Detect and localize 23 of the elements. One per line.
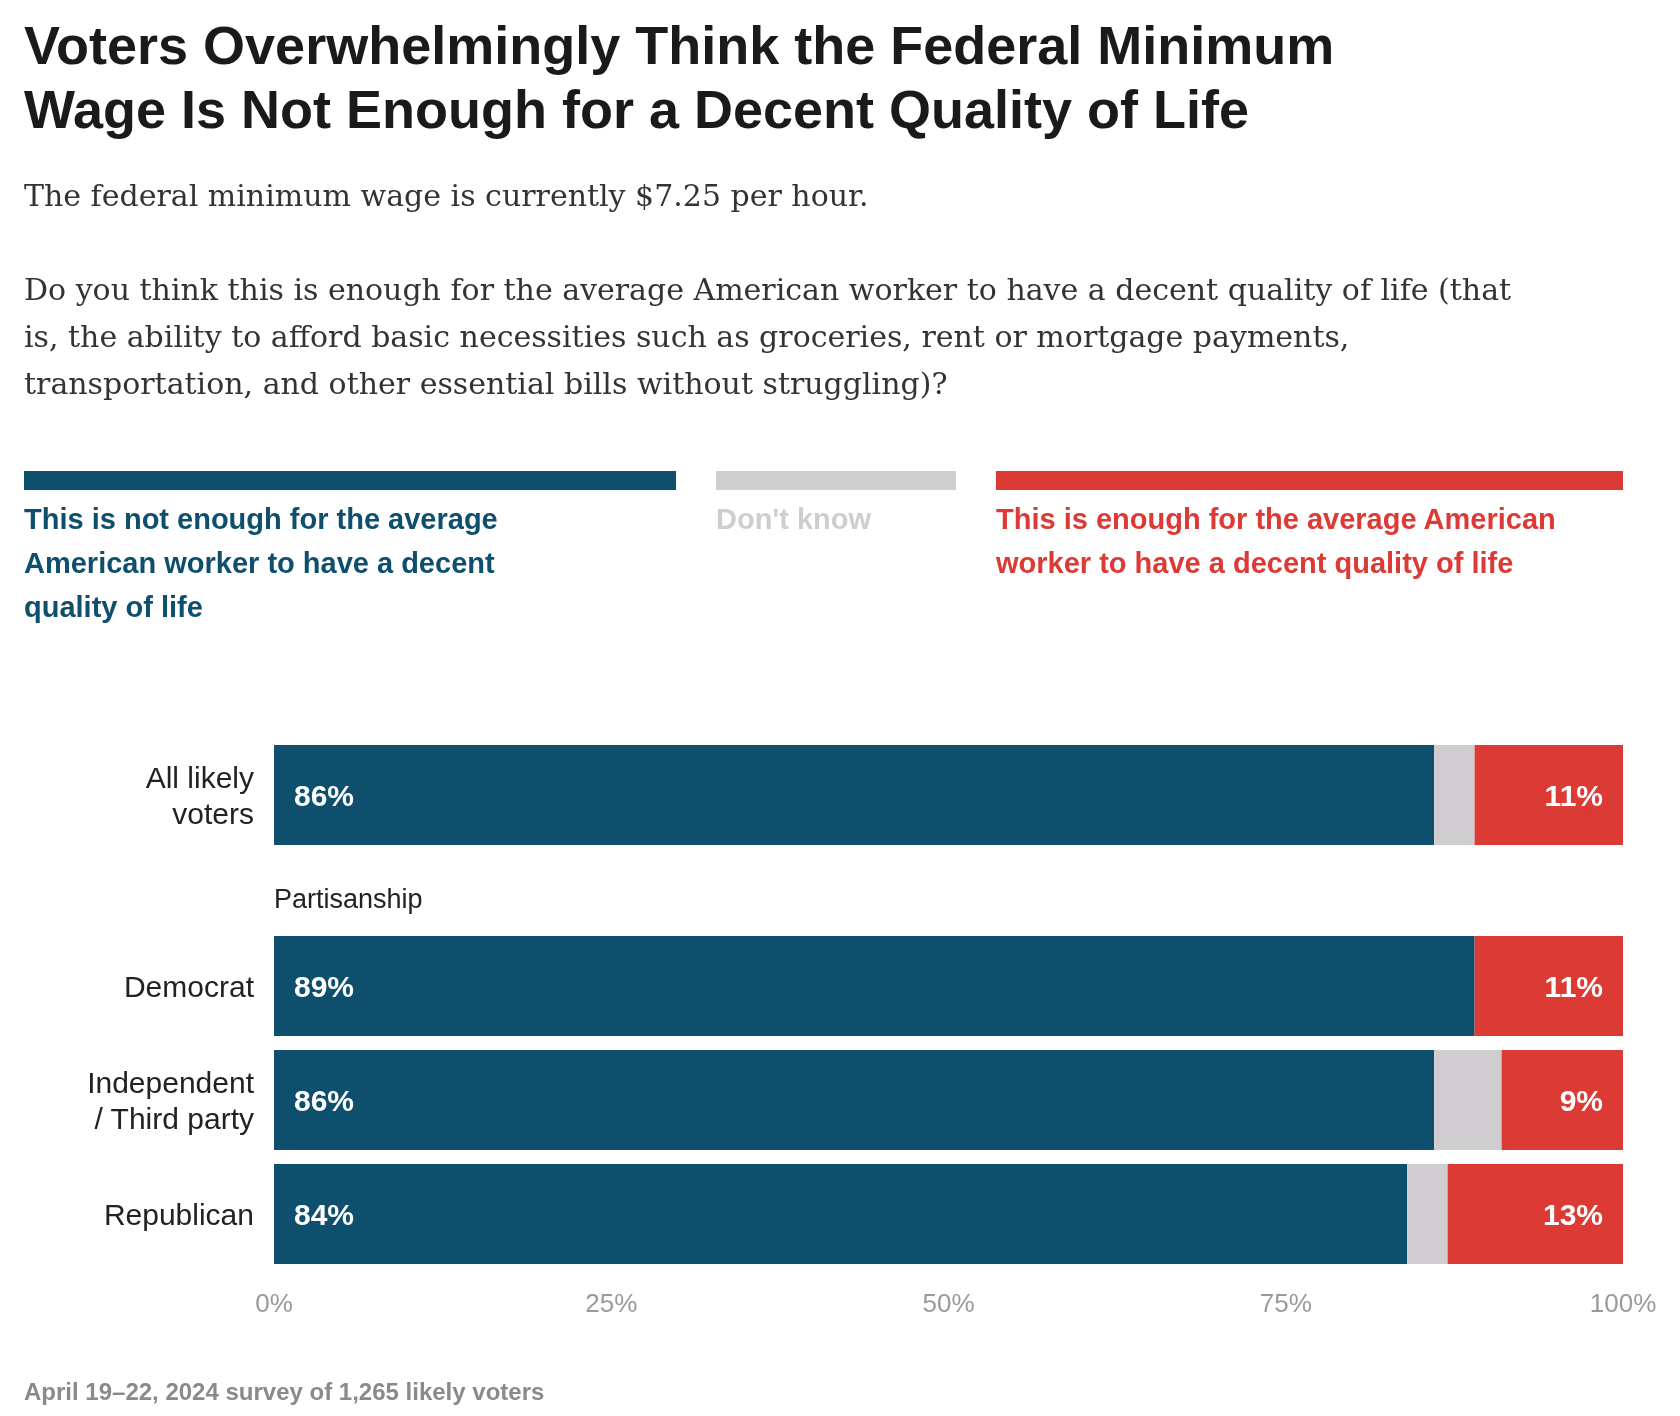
data-label: 86% (294, 779, 355, 812)
y-tick-label: All likely voters (145, 761, 254, 830)
x-tick-label: 25% (585, 1288, 638, 1318)
x-tick-label: 75% (1259, 1288, 1312, 1318)
text: April 19–22, 2024 survey of 1,265 likely voters (24, 1378, 545, 1405)
data-label: 11% (1544, 970, 1603, 1003)
chart-title: Voters Overwhelmingly Think the Federal Minimum Wage Is Not Enough for a Decent Quality of Life (24, 15, 1335, 139)
data-label: 86% (294, 1084, 355, 1117)
data-label: 11% (1544, 779, 1603, 812)
text: The federal minimum wage is currently $7.25 per hour. Do you think this is enough for the average American worker to have a decent quality of life (that is, the ability to afford basic necessities such as groceries, rent or mortgage payments, transportation, and other essential bills without struggling)? (24, 178, 1512, 401)
data-label: 84% (294, 1198, 355, 1231)
annotation: Partisanship (274, 884, 423, 914)
y-tick-label: Democrat (123, 970, 255, 1003)
x-tick-label: 50% (922, 1288, 975, 1318)
text: This is enough for the average American worker to have a decent quality of life (995, 503, 1556, 579)
data-label: 13% (1542, 1198, 1603, 1231)
y-tick-label: Independent / Third party (87, 1066, 255, 1135)
data-label: 89% (294, 970, 355, 1003)
y-tick-label: Republican (103, 1198, 254, 1231)
text: This is not enough for the average American worker to have a decent quality of life (24, 503, 498, 623)
x-tick-label: 0% (255, 1288, 293, 1318)
data-label: 9% (1559, 1084, 1603, 1117)
x-tick-label: 100% (1589, 1288, 1657, 1318)
